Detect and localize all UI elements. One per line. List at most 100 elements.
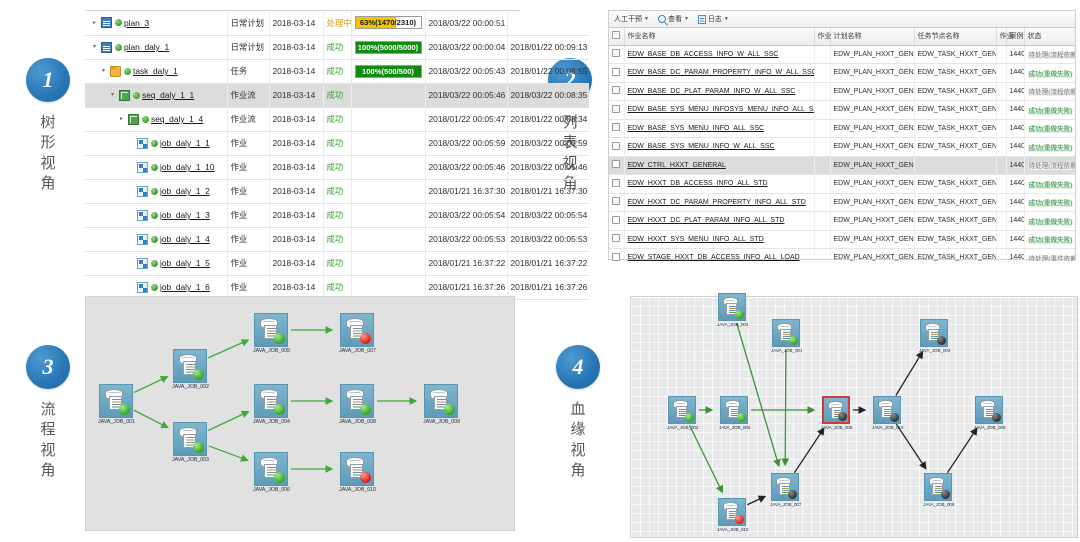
row-checkbox[interactable]: [612, 141, 620, 150]
tree-name-cell[interactable]: ▾ task_daly_1: [85, 59, 228, 84]
col-header-status[interactable]: 状态: [1024, 28, 1075, 46]
tree-node-link[interactable]: plan_3: [124, 17, 150, 28]
row-select-cell[interactable]: [609, 193, 625, 212]
graph-node[interactable]: JAVA_JOB_009: [423, 384, 460, 425]
row-checkbox[interactable]: [612, 215, 620, 224]
list-row[interactable]: EDW_STAGE_HXXT_DB_ACCESS_INFO_ALL_LOAD ED…: [609, 248, 1075, 261]
tree-row[interactable]: job_daly_1_2 作业 2018-03-14 成功 2018/01/21 16:…: [85, 179, 589, 204]
select-all-checkbox[interactable]: [612, 31, 620, 40]
tree-node-link[interactable]: seq_daly_1_1: [142, 90, 195, 100]
job-name-cell[interactable]: EDW_HXXT_DB_ACCESS_INFO_ALL_STD: [624, 174, 815, 194]
list-row[interactable]: EDW_HXXT_DC_PLAT_PARAM_INFO_ALL_STD EDW_P…: [609, 211, 1075, 231]
row-select-cell[interactable]: [609, 174, 625, 194]
row-select-cell[interactable]: [609, 63, 625, 83]
graph-node[interactable]: JAVA_JOB_003: [919, 319, 950, 353]
expand-toggle-icon[interactable]: ▾: [92, 44, 96, 50]
tree-node-link[interactable]: job_daly_1_2: [160, 186, 210, 196]
tree-node-link[interactable]: job_daly_1_6: [160, 282, 210, 292]
row-checkbox[interactable]: [612, 86, 620, 95]
row-checkbox[interactable]: [612, 104, 620, 113]
job-name-link[interactable]: EDW_HXXT_SYS_MENU_INFO_ALL_STD: [627, 235, 764, 243]
tree-row[interactable]: ▾ seq_daly_1_1 作业流 2018-03-14 成功 2018/03/22 0…: [85, 83, 589, 108]
job-name-link[interactable]: EDW_BASE_SYS_MENU_INFO_ALL_SSC: [627, 124, 765, 132]
list-row[interactable]: EDW_HXXT_DC_PARAM_PROPERTY_INFO_ALL_STD E…: [609, 193, 1075, 212]
graph-node[interactable]: JAVA_JOB_006: [253, 452, 290, 493]
tree-node-link[interactable]: job_daly_1_4: [160, 234, 210, 244]
row-select-cell[interactable]: [609, 156, 625, 175]
graph-node[interactable]: JAVA_JOB_009: [821, 396, 852, 430]
lineage-view-canvas[interactable]: JAVA_JOB_004 JAVA_JOB_001 JAVA_JOB_003 JAVA…: [630, 293, 1078, 538]
tree-node-link[interactable]: job_daly_1_1: [160, 138, 210, 148]
tree-node-link[interactable]: job_daly_1_10: [160, 162, 215, 172]
tree-row[interactable]: ▾ plan_daly_1 日常计划 2018-03-14 成功 100%(5000/50…: [85, 35, 589, 60]
job-name-cell[interactable]: EDW_STAGE_HXXT_DB_ACCESS_INFO_ALL_LOAD: [624, 248, 815, 261]
tree-node-link[interactable]: plan_daly_1: [124, 42, 170, 52]
tree-name-cell[interactable]: ▾ seq_daly_1_1: [85, 83, 228, 108]
job-name-cell[interactable]: EDW_HXXT_DC_PARAM_PROPERTY_INFO_ALL_STD: [624, 193, 815, 212]
tree-node-link[interactable]: seq_daly_1_4: [151, 114, 204, 124]
job-name-link[interactable]: EDW_HXXT_DC_PARAM_PROPERTY_INFO_ALL_STD: [627, 198, 806, 206]
row-checkbox[interactable]: [612, 49, 620, 58]
tree-name-cell[interactable]: ▾ plan_daly_1: [85, 35, 228, 60]
tree-node-link[interactable]: job_daly_1_5: [160, 258, 210, 268]
toolbar-item-log-icon[interactable]: 日志 ▼: [697, 14, 729, 24]
job-name-link[interactable]: EDW_HXXT_DB_ACCESS_INFO_ALL_STD: [627, 180, 768, 188]
list-scroll-region[interactable]: 作业名称 作业 计划名称 任务节点名称 作业 案例 状态 EDW_BASE_DB…: [609, 28, 1075, 261]
tree-node-link[interactable]: task_daly_1: [133, 66, 178, 76]
row-checkbox[interactable]: [612, 123, 620, 132]
row-select-cell[interactable]: [609, 100, 625, 120]
job-name-link[interactable]: EDW_BASE_SYS_MENU_INFOSYS_MENU_INFO_ALL_…: [627, 106, 814, 114]
list-row[interactable]: EDW_HXXT_DB_ACCESS_INFO_ALL_STD EDW_PLAN_…: [609, 174, 1075, 194]
tree-row[interactable]: job_daly_1_5 作业 2018-03-14 成功 2018/01/21 16:…: [85, 251, 589, 276]
tree-name-cell[interactable]: ▸ plan_3: [85, 11, 228, 36]
list-row[interactable]: EDW_BASE_SYS_MENU_INFO_ALL_SSC EDW_PLAN_H…: [609, 119, 1075, 138]
tree-name-cell[interactable]: job_daly_1_10: [85, 155, 228, 180]
tree-row[interactable]: ▸ plan_3 日常计划 2018-03-14 处理中 63%(1470/2310) 20…: [85, 11, 589, 36]
job-name-cell[interactable]: EDW_BASE_SYS_MENU_INFO_W_ALL_SSC: [624, 137, 815, 157]
row-select-cell[interactable]: [609, 137, 625, 157]
tree-name-cell[interactable]: job_daly_1_5: [85, 251, 228, 276]
row-checkbox[interactable]: [612, 160, 620, 169]
col-header-case[interactable]: 案例: [1006, 28, 1025, 46]
job-name-cell[interactable]: EDW_CTRL_HXXT_GENERAL: [624, 156, 815, 175]
expand-toggle-icon[interactable]: ▾: [110, 92, 114, 98]
job-name-link[interactable]: EDW_BASE_DC_PARAM_PROPERTY_INFO_W_ALL_SS…: [627, 69, 814, 77]
toolbar-item-search-icon[interactable]: 查看 ▼: [657, 14, 689, 24]
job-name-cell[interactable]: EDW_BASE_DC_PARAM_PROPERTY_INFO_W_ALL_SS…: [624, 63, 815, 83]
expand-toggle-icon[interactable]: ▸: [119, 116, 123, 122]
list-row[interactable]: EDW_BASE_DC_PARAM_PROPERTY_INFO_W_ALL_SS…: [609, 63, 1075, 83]
row-select-cell[interactable]: [609, 230, 625, 249]
graph-node[interactable]: JAVA_JOB_001: [771, 319, 802, 353]
row-checkbox[interactable]: [612, 197, 620, 206]
row-checkbox[interactable]: [612, 252, 620, 261]
graph-node[interactable]: JAVA_JOB_006: [923, 473, 954, 507]
tree-name-cell[interactable]: job_daly_1_3: [85, 203, 228, 228]
tree-node-link[interactable]: job_daly_1_3: [160, 210, 210, 220]
row-checkbox[interactable]: [612, 178, 620, 187]
expand-toggle-icon[interactable]: ▾: [101, 68, 105, 74]
tree-name-cell[interactable]: job_daly_1_4: [85, 227, 228, 252]
col-header-job-name[interactable]: 作业名称: [624, 28, 815, 46]
job-name-link[interactable]: EDW_CTRL_HXXT_GENERAL: [627, 161, 726, 169]
job-name-cell[interactable]: EDW_BASE_DC_PLAT_PARAM_INFO_W_ALL_SSC: [624, 82, 815, 101]
graph-node[interactable]: JAVA_JOB_003: [172, 422, 209, 463]
row-select-cell[interactable]: [609, 211, 625, 231]
row-select-cell[interactable]: [609, 248, 625, 261]
graph-node[interactable]: JAVA_JOB_010: [717, 498, 748, 532]
graph-node[interactable]: JAVA_JOB_002: [172, 349, 209, 390]
tree-row[interactable]: job_daly_1_6 作业 2018-03-14 成功 2018/01/21 16:…: [85, 275, 589, 300]
graph-node[interactable]: JAVA_JOB_004: [717, 293, 748, 327]
row-select-cell[interactable]: [609, 119, 625, 138]
flow-view-canvas[interactable]: JAVA_JOB_001 JAVA_JOB_002 JAVA_JOB_003 JAVA…: [85, 296, 515, 531]
col-header-task-node[interactable]: 任务节点名称: [914, 28, 997, 46]
toolbar-item-menu[interactable]: 人工干预 ▼: [614, 14, 649, 24]
job-name-cell[interactable]: EDW_BASE_SYS_MENU_INFOSYS_MENU_INFO_ALL_…: [624, 100, 815, 120]
list-row[interactable]: EDW_HXXT_SYS_MENU_INFO_ALL_STD EDW_PLAN_H…: [609, 230, 1075, 249]
tree-row[interactable]: job_daly_1_4 作业 2018-03-14 成功 2018/03/22 00:…: [85, 227, 589, 252]
graph-node[interactable]: JAVA_JOB_005: [253, 313, 290, 354]
graph-node[interactable]: JAVA_JOB_004: [253, 384, 290, 425]
job-name-cell[interactable]: EDW_BASE_SYS_MENU_INFO_ALL_SSC: [624, 119, 815, 138]
list-row[interactable]: EDW_BASE_DB_ACCESS_INFO_W_ALL_SSC EDW_PLA…: [609, 45, 1075, 64]
col-header-plan-name[interactable]: 计划名称: [830, 28, 915, 46]
row-select-cell[interactable]: [609, 82, 625, 101]
